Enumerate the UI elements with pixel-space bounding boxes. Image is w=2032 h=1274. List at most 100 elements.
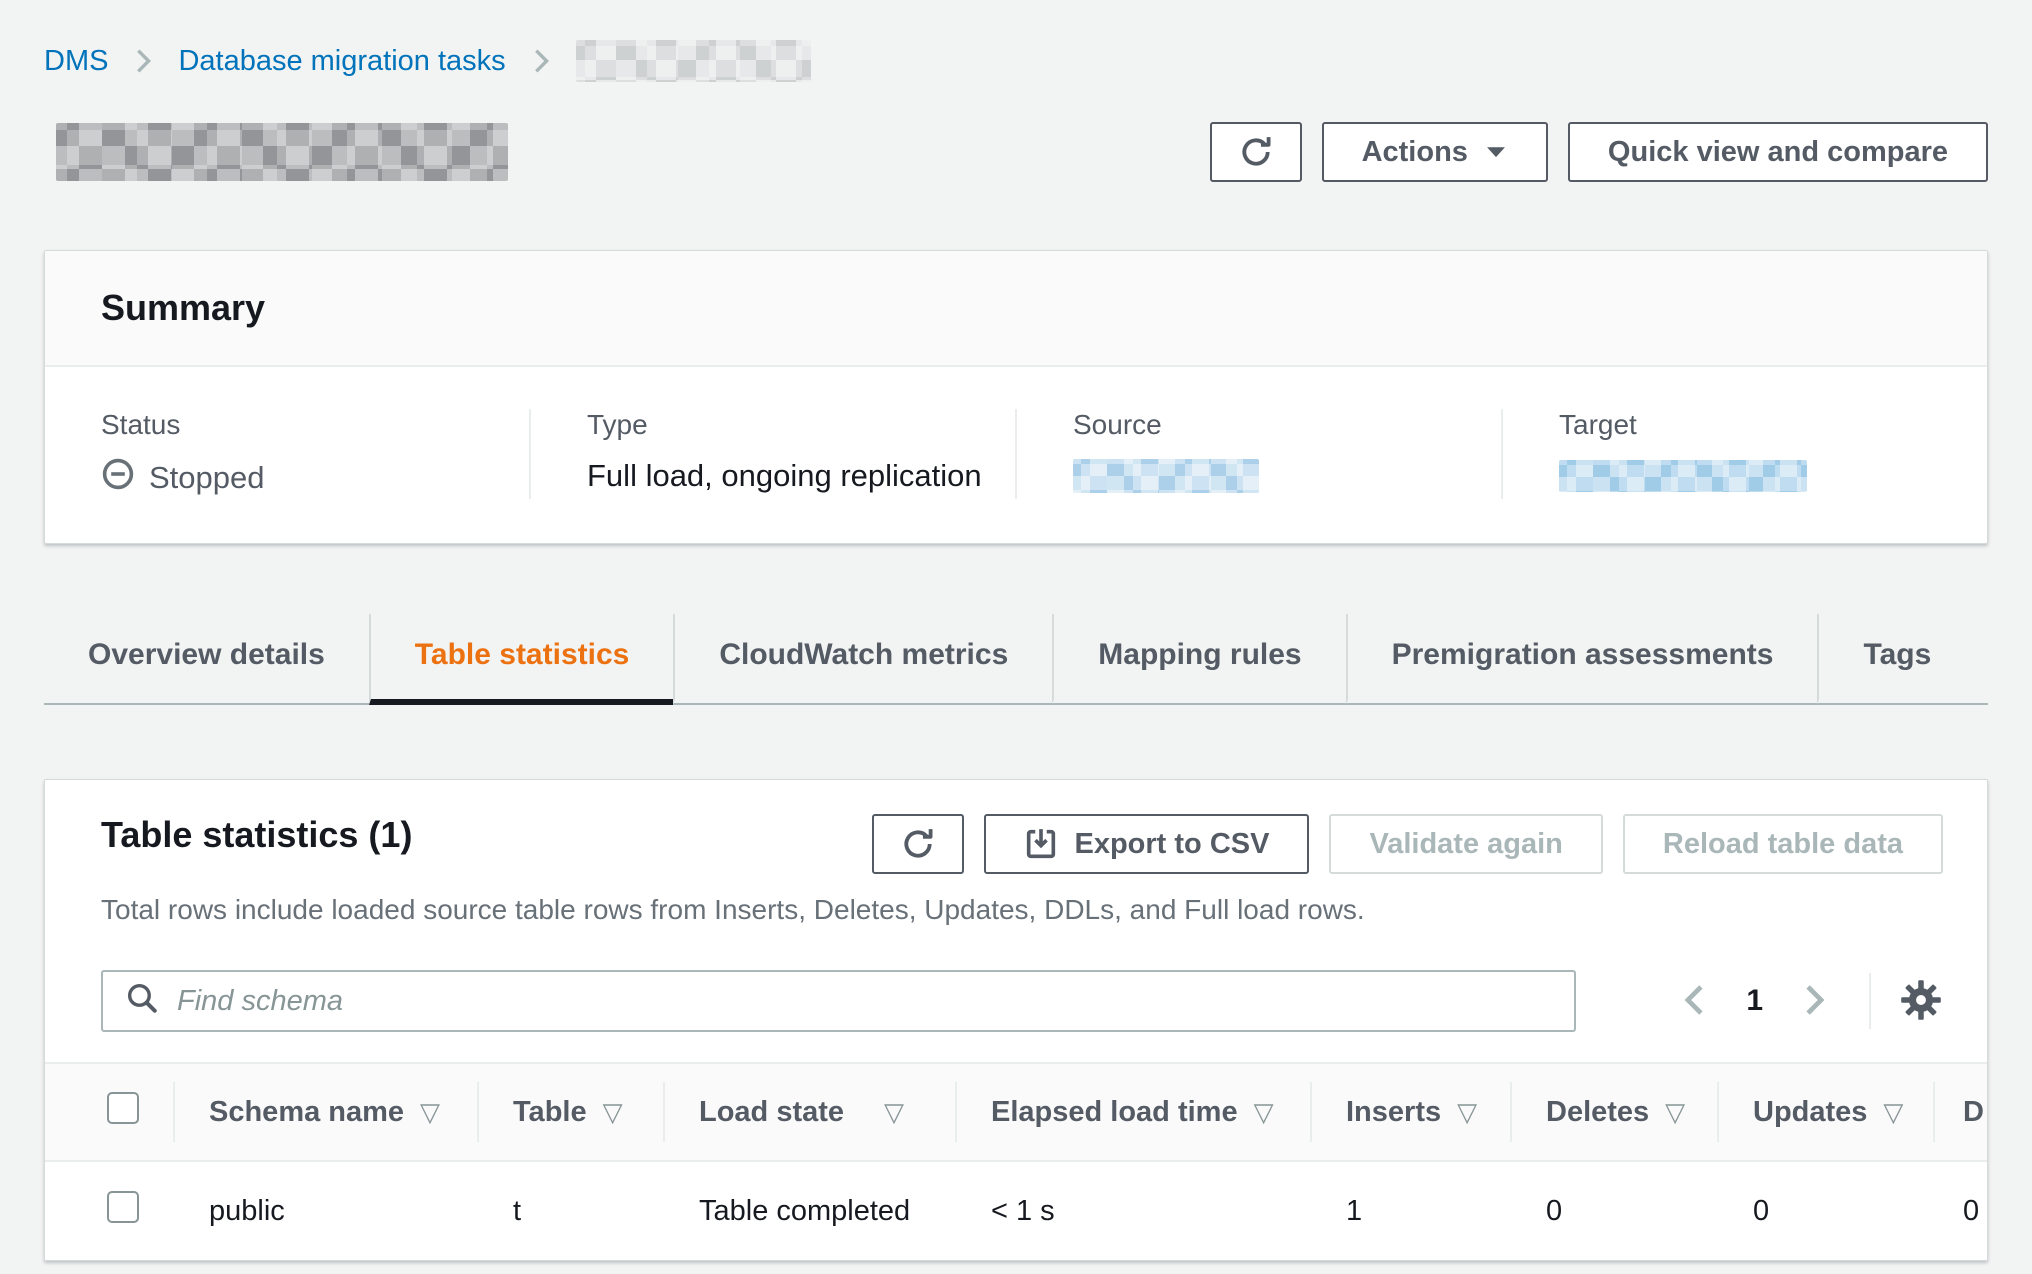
sort-icon[interactable]: ▽ (1457, 1096, 1478, 1127)
cell-deletes: 0 (1546, 1194, 1563, 1227)
source-label: Source (1073, 409, 1162, 440)
sort-icon[interactable]: ▽ (1665, 1096, 1686, 1127)
summary-field-source: Source (1015, 409, 1501, 499)
sort-icon[interactable]: ▽ (420, 1096, 441, 1127)
quick-view-compare-label: Quick view and compare (1607, 135, 1948, 168)
download-icon (1024, 827, 1058, 861)
toolbar-divider (1869, 973, 1871, 1029)
status-label: Status (101, 409, 181, 440)
cell-elapsed-load-time: < 1 s (991, 1194, 1055, 1227)
cell-load-state: Table completed (699, 1194, 911, 1227)
table-statistics-card: Table statistics (1) Export to CSV Valid… (44, 779, 1988, 1261)
tab-premigration-assessments[interactable]: Premigration assessments (1345, 614, 1818, 705)
schema-search-input[interactable] (175, 983, 1574, 1019)
type-value: Full load, ongoing replication (587, 458, 982, 493)
breadcrumb-current-redacted (575, 40, 811, 82)
cell-table: t (513, 1194, 522, 1227)
header-actions: Actions Quick view and compare (1209, 122, 1988, 182)
column-header-schema-name[interactable]: Schema name ▽ (173, 1062, 477, 1162)
tab-table-statistics[interactable]: Table statistics (368, 614, 674, 705)
summary-fields: Status Stopped Type Full load, ongoing r… (45, 367, 1987, 543)
caret-down-icon (1484, 140, 1508, 164)
tab-mapping-rules[interactable]: Mapping rules (1052, 614, 1345, 705)
column-label: Updates (1753, 1095, 1868, 1128)
column-label: Schema name (209, 1095, 405, 1128)
chevron-right-icon (1795, 981, 1833, 1022)
refresh-icon (1238, 134, 1274, 170)
pagination: 1 (1668, 973, 1943, 1029)
summary-title: Summary (101, 287, 266, 328)
select-all-checkbox[interactable] (107, 1092, 139, 1124)
column-header-ddls-truncated[interactable]: D (1933, 1062, 1987, 1162)
column-label: Deletes (1546, 1095, 1650, 1128)
column-header-table[interactable]: Table ▽ (477, 1062, 663, 1162)
tab-tags[interactable]: Tags (1817, 614, 1975, 705)
column-label: Elapsed load time (991, 1095, 1238, 1128)
validate-again-label: Validate again (1369, 827, 1563, 860)
cell-ddls-truncated: 0 (1963, 1194, 1980, 1227)
export-csv-button[interactable]: Export to CSV (984, 814, 1310, 874)
breadcrumb: DMS Database migration tasks (44, 40, 1988, 82)
export-csv-label: Export to CSV (1074, 827, 1270, 860)
column-label: D (1963, 1095, 1984, 1128)
tab-overview-details[interactable]: Overview details (88, 638, 325, 671)
column-header-deletes[interactable]: Deletes ▽ (1510, 1062, 1717, 1162)
breadcrumb-link-dms[interactable]: DMS (44, 44, 109, 77)
prev-page-button[interactable] (1668, 974, 1722, 1028)
column-header-updates[interactable]: Updates ▽ (1717, 1062, 1933, 1162)
select-all-cell (45, 1062, 173, 1162)
table-statistics-title: Table statistics (1) (101, 814, 413, 855)
cell-updates: 0 (1753, 1194, 1770, 1227)
breadcrumb-chevron-icon (128, 46, 158, 76)
cell-inserts: 1 (1346, 1194, 1363, 1227)
summary-card: Summary Status Stopped Type Full load, o… (44, 250, 1988, 544)
column-label: Inserts (1346, 1095, 1442, 1128)
tab-cloudwatch-metrics[interactable]: CloudWatch metrics (673, 614, 1052, 705)
stopped-icon (101, 457, 135, 499)
column-header-load-state[interactable]: Load state ▽ (663, 1062, 955, 1162)
chevron-left-icon (1676, 981, 1714, 1022)
target-value (1559, 457, 1957, 495)
page-title-redacted (56, 123, 508, 181)
current-page: 1 (1746, 984, 1763, 1017)
column-label: Table (513, 1095, 587, 1128)
sort-icon[interactable]: ▽ (1883, 1096, 1904, 1127)
refresh-button[interactable] (1209, 122, 1302, 182)
preferences-button[interactable] (1899, 978, 1943, 1025)
row-select-cell (45, 1161, 173, 1260)
refresh-icon (900, 826, 936, 862)
quick-view-compare-button[interactable]: Quick view and compare (1567, 122, 1988, 182)
reload-table-data-label: Reload table data (1662, 827, 1903, 860)
table-statistics-header: Table statistics (1) Export to CSV Valid… (45, 814, 1987, 874)
source-value-redacted[interactable] (1073, 459, 1259, 493)
summary-field-target: Target (1501, 409, 1987, 499)
summary-card-header: Summary (45, 251, 1987, 367)
actions-button[interactable]: Actions (1321, 122, 1548, 182)
sort-icon[interactable]: ▽ (1253, 1096, 1274, 1127)
validate-again-button[interactable]: Validate again (1329, 814, 1603, 874)
page-header: Actions Quick view and compare (44, 122, 1988, 182)
gear-icon (1899, 978, 1943, 1025)
column-header-elapsed-load-time[interactable]: Elapsed load time ▽ (955, 1062, 1310, 1162)
schema-search-box (101, 970, 1576, 1032)
breadcrumb-chevron-icon (526, 46, 556, 76)
table-statistics-actions: Export to CSV Validate again Reload tabl… (872, 814, 1943, 874)
target-value-redacted[interactable] (1559, 460, 1807, 492)
status-text: Stopped (149, 460, 265, 495)
row-checkbox[interactable] (107, 1191, 139, 1223)
column-label: Load state (699, 1095, 845, 1128)
sort-icon[interactable]: ▽ (884, 1096, 905, 1127)
column-header-inserts[interactable]: Inserts ▽ (1310, 1062, 1510, 1162)
sort-icon[interactable]: ▽ (602, 1096, 623, 1127)
next-page-button[interactable] (1787, 974, 1841, 1028)
task-detail-tabs: Overview details Table statistics CloudW… (44, 614, 1988, 705)
breadcrumb-link-tasks[interactable]: Database migration tasks (178, 44, 506, 77)
status-value: Stopped (101, 457, 499, 499)
search-icon (125, 981, 159, 1022)
table-statistics-description: Total rows include loaded source table r… (101, 894, 1365, 925)
table-row[interactable]: public t Table completed < 1 s 1 0 0 0 (45, 1161, 1987, 1260)
reload-table-data-button[interactable]: Reload table data (1622, 814, 1943, 874)
table-refresh-button[interactable] (872, 814, 965, 874)
summary-field-type: Type Full load, ongoing replication (529, 409, 1015, 499)
